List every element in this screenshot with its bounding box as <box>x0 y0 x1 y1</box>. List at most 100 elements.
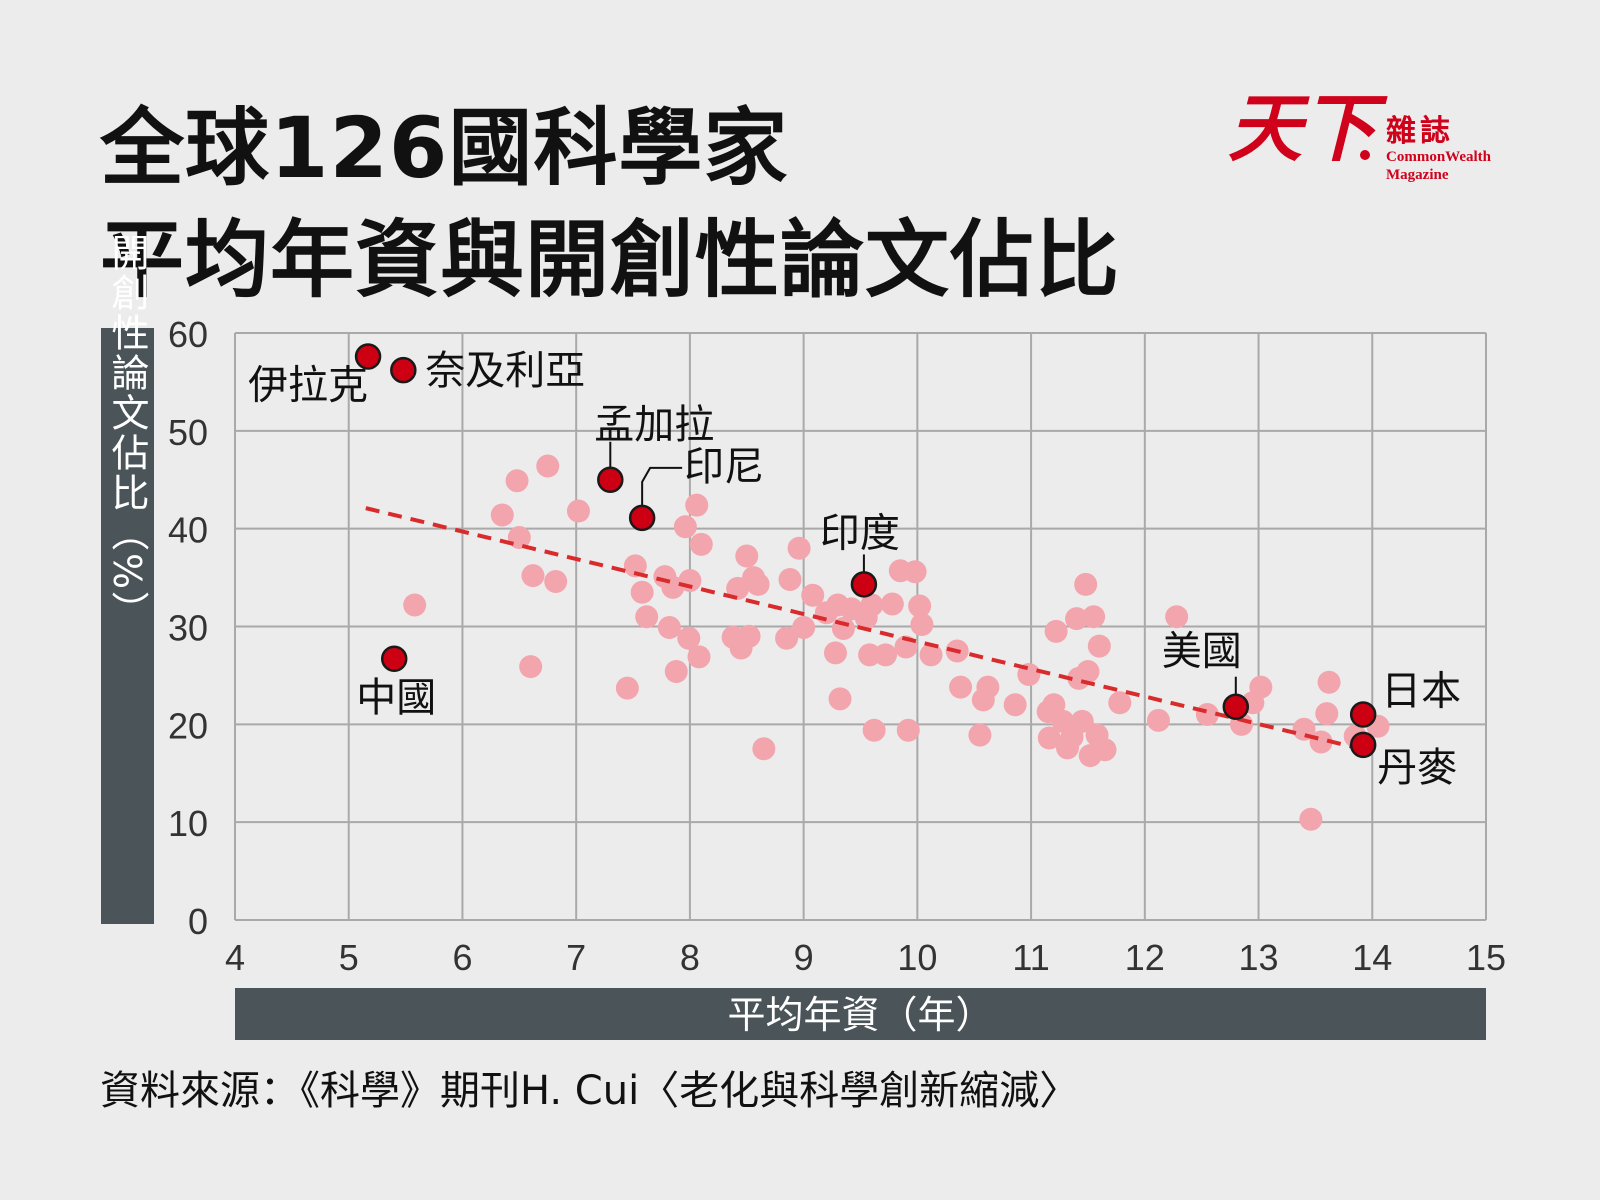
point-label: 美國 <box>1162 629 1242 675</box>
data-point <box>403 593 427 617</box>
data-point <box>823 641 847 665</box>
data-point <box>862 718 886 742</box>
highlight-point <box>354 343 382 370</box>
data-point <box>874 643 898 667</box>
data-point <box>685 493 709 517</box>
logo-english-line2: Magazine <box>1386 167 1449 183</box>
data-point <box>880 592 904 616</box>
data-point <box>1070 709 1094 733</box>
data-point <box>1165 605 1189 629</box>
data-point <box>623 554 647 578</box>
data-point <box>1249 675 1273 699</box>
logo-main-text: 天下 <box>1228 86 1376 172</box>
data-point <box>860 593 884 617</box>
data-point <box>858 643 882 667</box>
data-point <box>910 613 934 637</box>
y-axis: 0 10 20 30 40 50 60 開創性論文佔比（%） <box>101 233 208 942</box>
data-point <box>1037 726 1061 750</box>
data-point <box>1087 634 1111 658</box>
y-tick-label: 50 <box>168 412 208 453</box>
x-tick-label: 14 <box>1352 937 1392 978</box>
x-tick-label: 10 <box>897 937 937 978</box>
data-point <box>673 515 697 539</box>
data-point <box>1317 670 1341 694</box>
data-point <box>831 616 855 640</box>
x-tick-label: 12 <box>1125 937 1165 978</box>
data-point <box>1315 702 1339 726</box>
data-point <box>968 723 992 747</box>
data-point <box>1108 691 1132 715</box>
y-tick-label: 40 <box>168 510 208 551</box>
highlight-point <box>390 356 417 384</box>
x-tick-label: 8 <box>680 937 700 978</box>
data-point <box>615 676 639 700</box>
x-tick-label: 11 <box>1012 937 1049 978</box>
x-tick-label: 4 <box>225 937 245 978</box>
data-point <box>1146 708 1170 732</box>
data-point <box>657 615 681 639</box>
logo-english-line1: CommonWealth <box>1386 149 1491 165</box>
logo-english-text: CommonWealth Magazine <box>1386 148 1526 184</box>
highlight-point <box>597 466 624 493</box>
data-point <box>735 544 759 568</box>
point-label: 印尼 <box>684 444 764 490</box>
data-point <box>896 718 920 742</box>
data-point <box>490 503 514 527</box>
data-point <box>908 594 932 618</box>
data-point <box>664 660 688 684</box>
logo-dot-icon <box>1360 150 1370 160</box>
trendline-group <box>365 506 1362 751</box>
point-label: 孟加拉 <box>594 402 714 448</box>
x-axis: 4 5 6 7 8 9 10 11 12 13 14 15 平均年資（年） <box>225 937 1506 1040</box>
data-point <box>792 615 816 639</box>
data-point <box>1076 660 1100 684</box>
y-axis-label: 開創性論文佔比（%） <box>105 233 149 631</box>
y-tick-label: 30 <box>168 608 208 649</box>
data-point <box>949 675 973 699</box>
highlight-point <box>1349 731 1377 759</box>
highlight-point <box>380 645 408 673</box>
data-point <box>1093 738 1117 762</box>
data-point <box>630 580 654 604</box>
x-tick-label: 9 <box>794 937 814 978</box>
y-tick-label: 20 <box>168 705 208 746</box>
highlight-point <box>850 571 878 598</box>
point-label: 丹麥 <box>1377 745 1457 791</box>
data-point <box>787 536 811 560</box>
y-tick-label: 60 <box>168 314 208 355</box>
x-axis-label: 平均年資（年） <box>727 993 993 1037</box>
chart-title-line1: 全球126國科學家 <box>100 99 789 197</box>
y-tick-label: 10 <box>168 803 208 844</box>
point-label: 日本 <box>1381 669 1461 715</box>
data-point <box>801 583 825 607</box>
highlight-point <box>1222 693 1250 720</box>
data-point <box>1299 807 1323 831</box>
chart-grid <box>234 332 1487 921</box>
data-point <box>1003 693 1027 717</box>
data-point <box>635 605 659 629</box>
logo-sub-text: 雜誌 <box>1386 114 1454 149</box>
x-tick-label: 15 <box>1466 937 1506 978</box>
point-label: 印度 <box>820 510 900 556</box>
data-point <box>689 532 713 556</box>
data-point <box>1065 607 1089 631</box>
data-point <box>677 626 701 650</box>
data-point <box>505 469 529 493</box>
data-point <box>775 626 799 650</box>
data-point <box>536 454 560 478</box>
data-point <box>752 737 776 761</box>
trendline <box>365 506 1362 751</box>
highlight-point <box>1349 701 1377 728</box>
x-axis-label-bar <box>235 988 1486 1040</box>
point-label: 奈及利亞 <box>425 348 585 394</box>
data-point <box>746 572 770 596</box>
x-tick-label: 5 <box>339 937 359 978</box>
label-leader-line <box>641 466 683 506</box>
commonwealth-logo: 天下 雜誌 CommonWealth Magazine <box>1228 92 1518 192</box>
x-tick-label: 6 <box>452 937 472 978</box>
data-point <box>566 499 590 523</box>
data-point <box>521 564 545 588</box>
x-tick-label: 7 <box>566 937 586 978</box>
